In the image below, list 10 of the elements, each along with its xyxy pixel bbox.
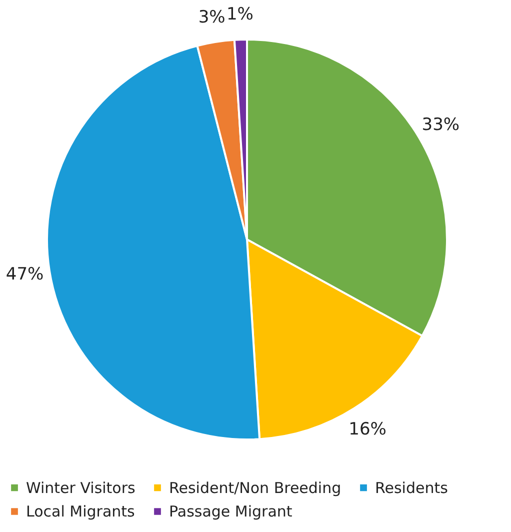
- legend-label: Resident/Non Breeding: [169, 478, 342, 497]
- legend-label: Local Migrants: [26, 502, 136, 520]
- legend-label: Residents: [375, 478, 448, 497]
- data-label: 1%: [226, 4, 254, 25]
- data-label: 16%: [348, 419, 386, 440]
- data-label: 33%: [422, 114, 460, 135]
- legend-label: Passage Migrant: [169, 502, 292, 520]
- legend-label: Winter Visitors: [26, 478, 136, 497]
- data-label: 47%: [6, 264, 44, 285]
- data-label: 3%: [198, 7, 226, 28]
